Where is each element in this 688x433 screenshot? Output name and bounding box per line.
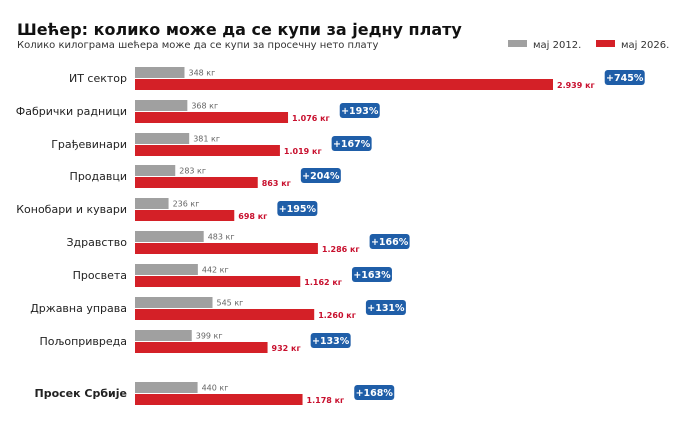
chart-subtitle: Колико килограма шећера може да се купи … (17, 40, 379, 51)
value-label-2012: 440 кг (202, 384, 229, 393)
bar-2026 (135, 394, 303, 405)
change-badge (331, 136, 372, 151)
change-badge (310, 333, 351, 348)
category-label: Просек Србије (35, 387, 127, 400)
category-label: Грађевинари (51, 138, 127, 151)
legend-swatch-2012 (508, 40, 527, 47)
bar-2026 (135, 309, 315, 320)
value-label-2012: 442 кг (202, 266, 229, 275)
bar-2026 (135, 112, 289, 123)
bar-2012 (135, 165, 176, 176)
change-badge-label: +168% (356, 388, 394, 399)
bar-2012 (135, 231, 204, 242)
value-label-2026: 2.939 кг (557, 81, 595, 90)
change-badge (354, 385, 395, 400)
change-badge-label: +166% (371, 237, 409, 248)
category-label: Продавци (70, 170, 127, 183)
value-label-2012: 283 кг (179, 167, 206, 176)
category-label: Фабрички радници (16, 105, 127, 118)
change-badge (300, 168, 341, 183)
category-label: Државна управа (30, 302, 127, 315)
value-label-2026: 863 кг (262, 179, 291, 188)
category-label: Просвета (73, 269, 127, 282)
bar-2026 (135, 79, 553, 90)
bar-2012 (135, 100, 188, 111)
value-label-2012: 368 кг (191, 102, 218, 111)
change-badge-label: +193% (341, 106, 379, 117)
bar-2026 (135, 342, 268, 353)
value-label-2012: 348 кг (188, 69, 215, 78)
change-badge (604, 70, 645, 85)
legend-item-2026: мај 2026. (596, 40, 669, 51)
bar-2012 (135, 264, 198, 275)
category-label: Пољопривреда (39, 335, 127, 348)
value-label-2012: 236 кг (173, 200, 200, 209)
value-label-2026: 1.076 кг (292, 114, 330, 123)
legend-item-2012: мај 2012. (508, 40, 581, 51)
bar-2026 (135, 177, 258, 188)
value-label-2026: 1.162 кг (304, 278, 342, 287)
legend-swatch-2026 (596, 40, 615, 47)
legend-label-2012: мај 2012. (533, 40, 582, 51)
legend-label-2026: мај 2026. (621, 40, 670, 51)
change-badge-label: +195% (279, 204, 317, 215)
change-badge (365, 300, 406, 315)
value-label-2012: 381 кг (193, 135, 220, 144)
bar-2026 (135, 145, 280, 156)
bar-2012 (135, 330, 192, 341)
category-label: ИТ сектор (69, 72, 127, 85)
value-label-2026: 1.286 кг (322, 245, 360, 254)
change-badge-label: +131% (367, 303, 405, 314)
category-label: Конобари и кувари (16, 203, 127, 216)
change-badge (277, 201, 318, 216)
bar-2026 (135, 243, 318, 254)
category-label: Здравство (66, 236, 127, 249)
bar-2026 (135, 276, 301, 287)
value-label-2012: 545 кг (217, 299, 244, 308)
bar-2012 (135, 297, 213, 308)
change-badge-label: +167% (333, 139, 371, 150)
change-badge-label: +163% (353, 270, 391, 281)
bar-2012 (135, 198, 169, 209)
change-badge-label: +745% (606, 73, 644, 84)
value-label-2026: 1.260 кг (318, 311, 356, 320)
bar-2012 (135, 133, 190, 144)
change-badge (351, 267, 392, 282)
chart-title: Шећер: колико може да се купи за једну п… (17, 20, 462, 39)
value-label-2026: 698 кг (238, 212, 267, 221)
change-badge (369, 234, 410, 249)
change-badge-label: +133% (312, 336, 350, 347)
change-badge-label: +204% (302, 171, 340, 182)
bar-2012 (135, 67, 185, 78)
bar-2026 (135, 210, 235, 221)
value-label-2026: 932 кг (272, 344, 301, 353)
legend: мај 2012. мај 2026. (0, 40, 688, 54)
bar-2012 (135, 382, 198, 393)
value-label-2026: 1.178 кг (307, 396, 345, 405)
change-badge (339, 103, 380, 118)
value-label-2012: 483 кг (208, 233, 235, 242)
value-label-2012: 399 кг (196, 332, 223, 341)
value-label-2026: 1.019 кг (284, 147, 322, 156)
